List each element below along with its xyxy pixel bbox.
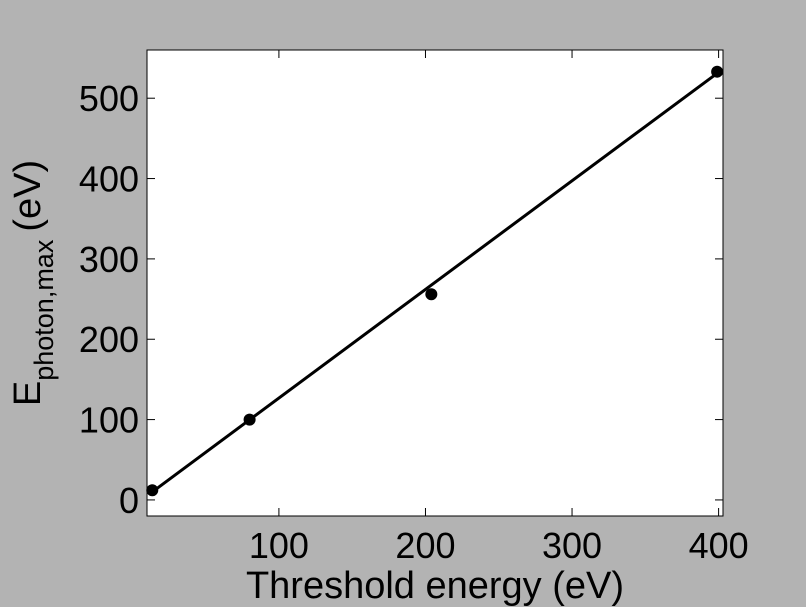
x-tick-label: 400 (689, 525, 749, 566)
data-point (146, 484, 159, 497)
y-axis-label-subscript: photon,max (29, 239, 59, 381)
y-tick-label: 200 (79, 319, 139, 360)
y-axis-label-base: E (7, 381, 49, 406)
x-axis-label: Threshold energy (eV) (246, 565, 624, 607)
y-axis-label-unit: (eV) (7, 160, 49, 232)
data-point (711, 65, 724, 78)
x-tick-label: 100 (249, 525, 309, 566)
y-axis-label: Ephoton,max (eV) (7, 160, 59, 406)
data-point (243, 413, 256, 426)
x-tick-label: 300 (542, 525, 602, 566)
y-tick-label: 0 (119, 480, 139, 521)
y-tick-label: 100 (79, 400, 139, 441)
ticks-layer: 100 200 300 400 0 100 200 300 400 500 (79, 50, 749, 566)
data-points-layer (146, 65, 724, 497)
y-tick-label: 500 (79, 78, 139, 119)
y-tick-label: 400 (79, 159, 139, 200)
x-tick-label: 200 (395, 525, 455, 566)
data-point (425, 288, 438, 301)
y-tick-label: 300 (79, 239, 139, 280)
